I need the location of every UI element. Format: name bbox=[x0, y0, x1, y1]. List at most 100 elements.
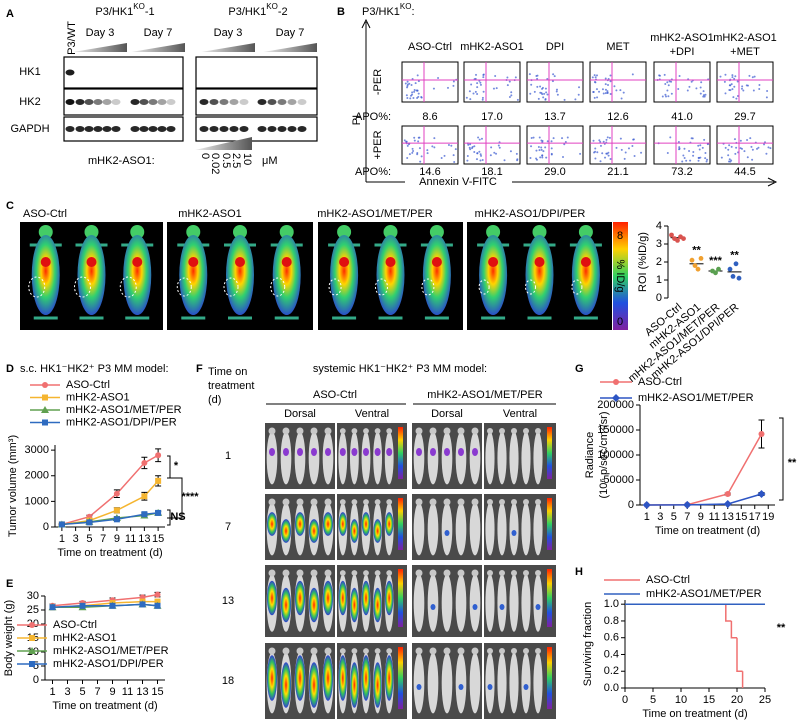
mouse-body bbox=[226, 235, 254, 315]
cell-dot bbox=[469, 98, 472, 101]
band bbox=[148, 126, 158, 132]
cell-dot bbox=[706, 158, 709, 161]
mouse-body bbox=[330, 235, 359, 315]
bli-colorbar bbox=[547, 498, 552, 550]
signal bbox=[269, 448, 275, 456]
cell-dot bbox=[539, 85, 542, 88]
band bbox=[130, 126, 140, 132]
cell-dot bbox=[667, 95, 670, 98]
cell-dot bbox=[447, 143, 450, 146]
y-tick-label: 2000 bbox=[25, 470, 49, 482]
mouse bbox=[441, 574, 453, 632]
cell-dot bbox=[609, 93, 612, 96]
mouse-body bbox=[123, 235, 152, 315]
cell-dot bbox=[411, 93, 414, 96]
band bbox=[157, 99, 167, 105]
mouse-head bbox=[268, 569, 276, 577]
cell-dot bbox=[682, 154, 685, 157]
tumor-roi bbox=[119, 276, 137, 298]
dose-label: 0.5 bbox=[220, 153, 232, 168]
cell-dot bbox=[669, 136, 672, 139]
bli-image bbox=[484, 565, 556, 637]
signal bbox=[322, 655, 334, 701]
cell-dot bbox=[480, 154, 483, 157]
cell-dot bbox=[566, 136, 569, 139]
signal bbox=[350, 519, 359, 543]
time-label: (d) bbox=[208, 394, 221, 406]
signal bbox=[294, 655, 306, 701]
cell-dot bbox=[541, 154, 544, 157]
signal bbox=[385, 655, 394, 701]
cell-dot bbox=[506, 76, 509, 79]
cell-dot bbox=[678, 147, 681, 150]
cell-dot bbox=[533, 90, 536, 93]
dose-label: 10 bbox=[241, 153, 253, 165]
mouse-head bbox=[457, 427, 465, 435]
dose-label: 0 bbox=[199, 153, 211, 159]
annotation: * bbox=[174, 460, 179, 472]
mouse-head bbox=[233, 225, 247, 239]
cell-dot bbox=[751, 76, 754, 79]
cell-dot bbox=[411, 151, 414, 154]
cell-dot bbox=[605, 138, 608, 141]
marker bbox=[113, 490, 120, 497]
cell-dot bbox=[470, 83, 473, 86]
mouse bbox=[294, 431, 306, 485]
condition-label: ASO-Ctrl bbox=[408, 41, 452, 53]
survival-step bbox=[730, 620, 737, 639]
cell-dot bbox=[481, 96, 484, 99]
cell-dot bbox=[705, 160, 708, 163]
band bbox=[111, 99, 121, 105]
legend-label: ASO-Ctrl bbox=[638, 376, 682, 388]
cell-dot bbox=[536, 77, 539, 80]
y-tick-label: 100000 bbox=[597, 449, 634, 461]
cell-dot bbox=[749, 137, 752, 140]
flow-plot bbox=[463, 125, 521, 165]
mouse-head bbox=[374, 499, 381, 505]
cell-dot bbox=[727, 148, 730, 151]
cell-dot bbox=[478, 138, 481, 141]
mouse-head bbox=[471, 427, 479, 435]
group-label: mHK2-ASO1/MET/PER bbox=[427, 389, 543, 401]
cell-dot bbox=[640, 151, 643, 154]
cell-dot bbox=[468, 90, 471, 93]
cell-dot bbox=[699, 144, 702, 147]
cell-dot bbox=[535, 157, 538, 160]
mouse-head bbox=[296, 498, 304, 506]
legend-marker bbox=[612, 394, 620, 402]
x-tick-label: 5 bbox=[650, 694, 656, 706]
cell-dot bbox=[555, 88, 558, 91]
cell-dot bbox=[530, 136, 533, 139]
cell-dot bbox=[688, 85, 691, 88]
legend-label: ASO-Ctrl bbox=[646, 574, 690, 586]
mouse bbox=[497, 502, 507, 556]
marker bbox=[724, 491, 731, 497]
cell-dot bbox=[545, 91, 548, 94]
cell-dot bbox=[604, 156, 607, 159]
mouse-head bbox=[443, 498, 451, 506]
mouse bbox=[497, 431, 507, 485]
band bbox=[257, 126, 267, 132]
cell-dot bbox=[596, 96, 599, 99]
cell-dot bbox=[546, 140, 549, 143]
cell-dot bbox=[756, 147, 759, 150]
mouse-head bbox=[386, 499, 393, 505]
mouse-head bbox=[296, 569, 304, 577]
axis-label: Time on treatment (d) bbox=[642, 708, 747, 720]
cell-dot bbox=[417, 80, 420, 83]
axis bbox=[639, 405, 775, 506]
cell-dot bbox=[704, 151, 707, 154]
legend-label: mHK2-ASO1 bbox=[66, 391, 130, 403]
cell-dot bbox=[767, 146, 770, 149]
cell-dot bbox=[418, 147, 421, 150]
cell-dot bbox=[661, 95, 664, 98]
cell-dot bbox=[750, 145, 753, 148]
cell-dot bbox=[683, 157, 686, 160]
signal bbox=[373, 587, 382, 623]
signal bbox=[373, 519, 382, 543]
mouse-head bbox=[339, 648, 346, 654]
signal bbox=[499, 604, 505, 610]
cell-dot bbox=[751, 148, 754, 151]
cell-dot bbox=[542, 96, 545, 99]
mouse-head bbox=[310, 569, 318, 577]
